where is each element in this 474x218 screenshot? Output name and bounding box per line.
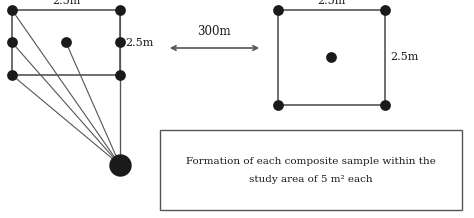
- Point: [381, 8, 389, 12]
- Text: 2.5m: 2.5m: [317, 0, 345, 6]
- Point: [274, 103, 282, 107]
- Bar: [160, 130, 462, 210]
- Point: [116, 8, 124, 12]
- Text: Formation of each composite sample within the: Formation of each composite sample withi…: [186, 157, 436, 167]
- Text: 2.5m: 2.5m: [125, 37, 154, 48]
- Point: [381, 103, 389, 107]
- Point: [62, 41, 70, 44]
- Point: [116, 163, 124, 167]
- Point: [8, 73, 16, 77]
- Text: 2.5m: 2.5m: [52, 0, 80, 6]
- Point: [274, 8, 282, 12]
- Point: [116, 73, 124, 77]
- Text: 300m: 300m: [197, 25, 231, 38]
- Point: [327, 55, 335, 59]
- Text: study area of 5 m² each: study area of 5 m² each: [249, 175, 373, 184]
- Text: 2.5m: 2.5m: [390, 53, 419, 63]
- Point: [8, 41, 16, 44]
- Point: [8, 8, 16, 12]
- Point: [116, 41, 124, 44]
